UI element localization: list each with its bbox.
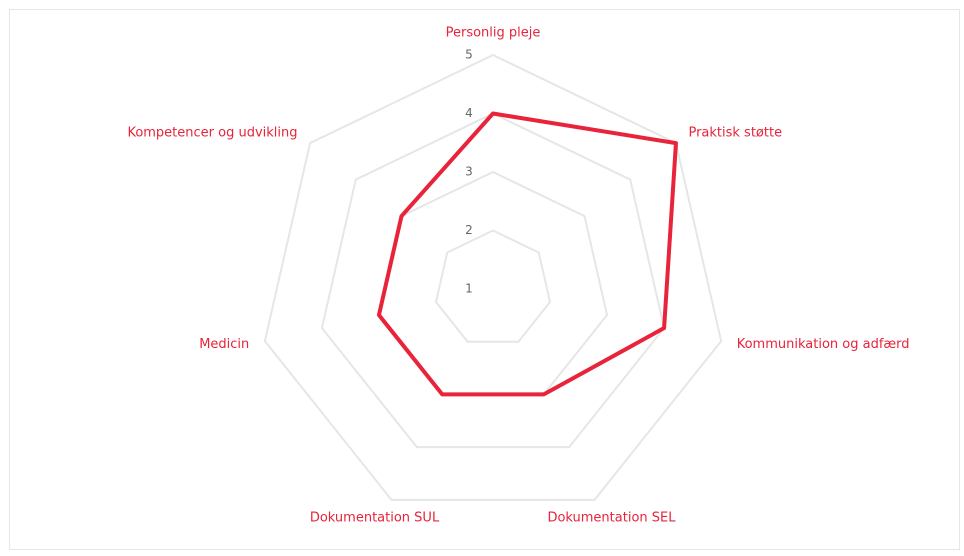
y-tick-label: 5	[465, 48, 473, 62]
grid-ring	[263, 53, 723, 501]
axis-label: Dokumentation SEL	[547, 511, 676, 526]
grid-ring	[434, 229, 552, 343]
axis-label: Dokumentation SUL	[310, 511, 440, 526]
y-tick-label: 1	[465, 282, 473, 296]
y-tick-label: 4	[465, 106, 473, 120]
y-tick-label: 2	[465, 223, 473, 237]
y-tick-label: 3	[465, 165, 473, 179]
axis-label: Medicin	[199, 337, 249, 352]
axis-label: Kompetencer og udvikling	[127, 126, 297, 141]
series-line	[376, 111, 678, 397]
axis-label: Praktisk støtte	[688, 126, 782, 141]
frame	[9, 9, 960, 550]
axis-label: Kommunikation og adfærd	[737, 337, 910, 352]
grid-ring	[320, 112, 666, 449]
axis-label: Personlig pleje	[446, 26, 541, 41]
